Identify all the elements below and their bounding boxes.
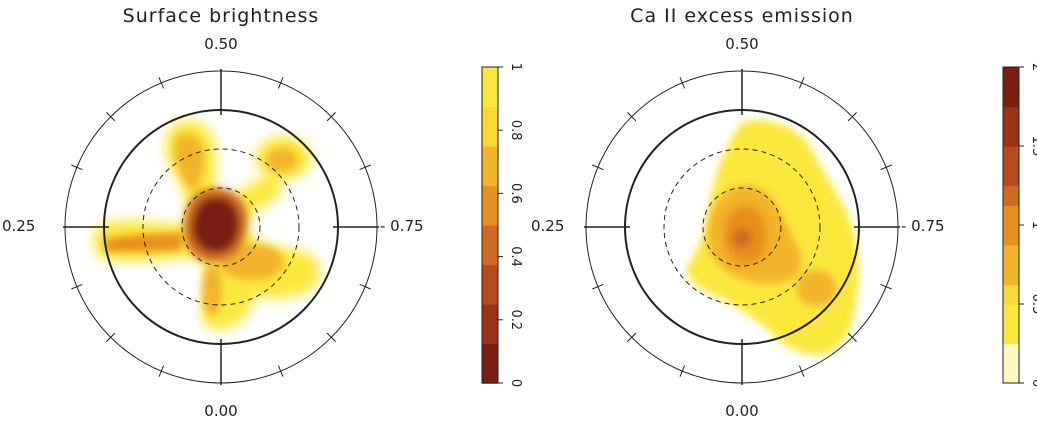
latitude-60-circle [702,187,782,267]
latitude-60-circle [181,187,261,267]
colorbar-frame [481,66,499,384]
colorbar-tick-label: 1.5 [1029,136,1037,157]
phase-tick-minor [679,77,686,89]
colorbar-tick-label: 0.4 [508,246,523,267]
phase-label-bottom: 0.00 [725,402,758,420]
phase-tick-minor [592,283,604,290]
colorbar-tick-label: 1 [508,63,523,71]
colorbar-band [1003,343,1019,364]
colorbar-band [482,323,498,345]
surface-brightness-map [93,119,321,330]
colorbar-bands [1003,67,1019,384]
colorbar-tick-label: 0.5 [1029,294,1037,315]
colorbar-tick-label: 0.2 [508,309,523,330]
colorbar: 0 0.5 1 1.5 2 [1002,63,1037,387]
colorbar-band [1003,165,1019,187]
phase-tick-minor [106,332,116,342]
colorbar-band [1003,86,1019,108]
colorbar-band [1003,304,1019,325]
polar-map-surface-brightness: Surface brightness 0.50 0.25 - 0.75 0.00 [2,5,523,420]
latitude-30-circle [142,148,300,306]
colorbar-tick-label: 1 [1029,221,1037,229]
chart-title: Ca II excess emission [630,5,854,27]
colorbar-tick-label: 0 [1029,379,1037,387]
colorbar-band [482,86,498,108]
phase-tick-minor [106,112,116,122]
phase-label-top: 0.50 [725,35,758,53]
ca-ii-emission-map [687,120,860,356]
colorbar-tick-label: 0 [508,379,523,387]
colorbar-band [482,363,498,384]
colorbar-band [482,146,498,167]
phase-tick-minor [679,365,686,377]
colorbar-band [482,304,498,325]
colorbar-band [1003,126,1019,147]
colorbar-band [482,165,498,187]
colorbar-band [482,244,498,266]
phase-tick-minor [880,164,892,171]
colorbar-tick-label: 2 [1029,63,1037,71]
colorbar-band [482,126,498,147]
polar-spot [184,187,248,262]
colorbar-ticks: 0 0.5 1 1.5 2 [1019,63,1037,387]
colorbar: 0 0.2 0.4 0.6 0.8 1 [481,63,523,387]
colorbar-band [482,284,498,305]
colorbar-band [1003,185,1019,206]
phase-tick-minor [847,112,857,122]
phase-label-top: 0.50 [204,35,237,53]
phase-tick-minor [798,77,805,89]
phase-tick-minor [359,164,371,171]
colorbar-band [482,225,498,246]
colorbar-band [482,67,498,88]
colorbar-band [1003,264,1019,285]
phase-tick-minor [158,365,165,377]
colorbar-band [1003,225,1019,246]
colorbar-band [1003,106,1019,127]
phase-tick-minor [627,112,637,122]
phase-tick-minor [627,332,637,342]
phase-tick-minor [158,77,165,89]
phase-ticks [584,69,900,385]
colorbar-band [482,106,498,127]
colorbar-tick-label: 0.8 [508,120,523,141]
phase-label-left: 0.25 [531,217,564,235]
phase-tick-minor [326,332,336,342]
polar-map-ca-ii-emission: Ca II excess emission 0.50 0.25 - 0.75 0… [531,5,1037,420]
phase-tick-minor [277,77,284,89]
phase-ticks [63,69,379,385]
phase-tick-minor [359,283,371,290]
phase-tick-minor [71,283,83,290]
colorbar-band [1003,244,1019,266]
colorbar-band [482,205,498,226]
colorbar-band [1003,205,1019,226]
phase-label-right: - 0.75 [901,217,945,235]
colorbar-band [482,343,498,364]
phase-tick-minor [798,365,805,377]
phase-label-bottom: 0.00 [204,402,237,420]
phase-tick-minor [326,112,336,122]
colorbar-ticks: 0 0.2 0.4 0.6 0.8 1 [498,63,523,387]
colorbar-band [1003,284,1019,305]
phase-label-right: - 0.75 [380,217,424,235]
colorbar-tick-label: 0.6 [508,183,523,204]
phase-tick-minor [277,365,284,377]
plage-core [723,205,768,265]
latitude-30-circle [663,148,821,306]
colorbar-band [482,185,498,206]
colorbar-band [1003,67,1019,88]
chart-title: Surface brightness [123,5,320,27]
colorbar-band [482,264,498,285]
spot-middle [104,133,298,316]
phase-tick-minor [71,164,83,171]
colorbar-band [1003,146,1019,167]
phase-tick-minor [592,164,604,171]
colorbar-bands [482,67,498,384]
phase-tick-minor [847,332,857,342]
colorbar-band [1003,363,1019,384]
colorbar-band [1003,323,1019,345]
phase-label-left: 0.25 [2,217,35,235]
phase-tick-minor [880,283,892,290]
